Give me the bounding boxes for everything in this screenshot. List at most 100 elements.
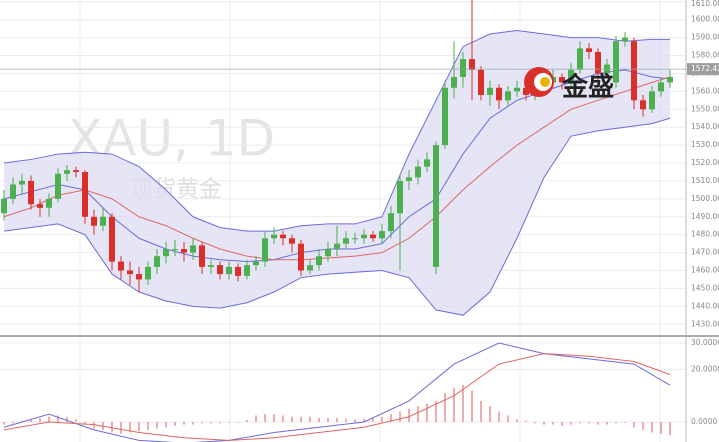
macd-histogram-bar <box>570 422 572 425</box>
macd-histogram-bar <box>651 422 653 433</box>
candle-body <box>145 266 151 280</box>
y-tick-label: 1520.00 <box>691 158 719 167</box>
macd-histogram-bar <box>372 418 374 422</box>
y-tick-label: 1560.00 <box>691 86 719 95</box>
macd-histogram-bar <box>156 422 158 429</box>
y-tick-label: 1450.00 <box>691 283 719 292</box>
candle-body <box>181 249 187 253</box>
candle-body <box>73 170 79 172</box>
candle-body <box>658 82 664 92</box>
logo: 金盛 <box>524 67 614 103</box>
candle-body <box>361 234 367 239</box>
candle-body <box>280 234 286 239</box>
candle-body <box>559 77 565 83</box>
macd-histogram-bar <box>417 406 419 422</box>
candle-body <box>667 77 673 83</box>
macd-histogram-bar <box>300 416 302 422</box>
candle-body <box>208 265 214 267</box>
macd-histogram-bar <box>597 422 599 425</box>
candle-body <box>298 243 304 271</box>
macd-histogram-bar <box>183 422 185 425</box>
y-tick-label: 1480.00 <box>691 230 719 239</box>
macd-histogram-bar <box>192 422 194 425</box>
macd-histogram-bar <box>615 422 617 424</box>
candle-body <box>415 166 421 178</box>
candle-body <box>496 87 502 101</box>
macd-histogram-bar <box>471 390 473 422</box>
macd-histogram-bar <box>435 400 437 422</box>
macd-histogram-bar <box>453 387 455 422</box>
macd-histogram-bar <box>165 422 167 428</box>
macd-histogram-bar <box>291 416 293 422</box>
logo-text: 金盛 <box>561 72 614 103</box>
macd-histogram-bar <box>228 422 230 423</box>
candle-body <box>244 265 250 276</box>
macd-histogram-bar <box>111 422 113 433</box>
candle-body <box>235 266 241 276</box>
last-price-box <box>687 63 719 76</box>
macd-histogram-bar <box>363 418 365 422</box>
candle-body <box>136 274 142 280</box>
candle-body <box>514 87 520 92</box>
candle-body <box>334 243 340 250</box>
candle-body <box>568 69 574 83</box>
candle-body <box>505 91 511 101</box>
macd-histogram-bar <box>642 422 644 430</box>
candle-body <box>64 170 70 174</box>
moving-average <box>3 76 671 261</box>
macd-histogram-bar <box>408 408 410 422</box>
macd-histogram-bar <box>390 414 392 422</box>
last-price-label: 1572.42 <box>691 64 719 73</box>
y-tick-label: 1600.00 <box>691 15 719 24</box>
band-lower <box>3 117 671 316</box>
macd-histogram-bar <box>606 422 608 425</box>
macd-histogram-bar <box>264 414 266 422</box>
macd-histogram-bar <box>498 411 500 422</box>
macd-histogram-bar <box>12 422 14 424</box>
macd-histogram-bar <box>147 422 149 430</box>
candle-body <box>10 184 16 199</box>
macd-histogram-bar <box>138 422 140 432</box>
macd-histogram-bar <box>426 403 428 422</box>
macd-line <box>3 342 671 442</box>
y-tick-label: 1460.00 <box>691 266 719 275</box>
candle-body <box>226 266 232 275</box>
macd-histogram-bar <box>129 422 131 433</box>
macd-histogram-bar <box>30 419 32 422</box>
y-tick-label: 1500.00 <box>691 194 719 203</box>
macd-histogram-bar <box>561 422 563 426</box>
candle-body <box>577 48 583 70</box>
candle-body <box>289 238 295 244</box>
candle-body <box>28 180 34 205</box>
candle-body <box>316 256 322 266</box>
candle-body <box>424 159 430 167</box>
macd-histogram-bar <box>273 414 275 422</box>
macd-histogram-bar <box>210 422 212 424</box>
macd-histogram-bar <box>120 422 122 434</box>
y-tick-label: 1430.00 <box>691 319 719 328</box>
candle-body <box>595 51 601 74</box>
candle-body <box>442 87 448 146</box>
macd-histogram-bar <box>201 422 203 424</box>
macd-histogram-bar <box>318 418 320 422</box>
macd-histogram-bar <box>255 415 257 422</box>
macd-histogram-bar <box>543 422 545 425</box>
candle-body <box>478 69 484 95</box>
candle-body <box>388 213 394 232</box>
candle-body <box>379 231 385 239</box>
candle-body <box>253 261 259 266</box>
macd-histogram-bar <box>3 422 5 425</box>
candle-body <box>397 180 403 214</box>
y-tick-label: 1440.00 <box>691 301 719 310</box>
candle-body <box>154 256 160 267</box>
candle-body <box>46 198 52 208</box>
candle-body <box>190 245 196 253</box>
macd-histogram-bar <box>588 422 590 424</box>
band-upper <box>3 29 670 232</box>
macd-histogram-bar <box>669 422 671 436</box>
macd-histogram-bar <box>219 422 221 424</box>
macd-histogram-bar <box>282 415 284 422</box>
macd-histogram-bar <box>534 422 536 424</box>
macd-histogram-bar <box>480 400 482 422</box>
candle-body <box>469 59 475 70</box>
